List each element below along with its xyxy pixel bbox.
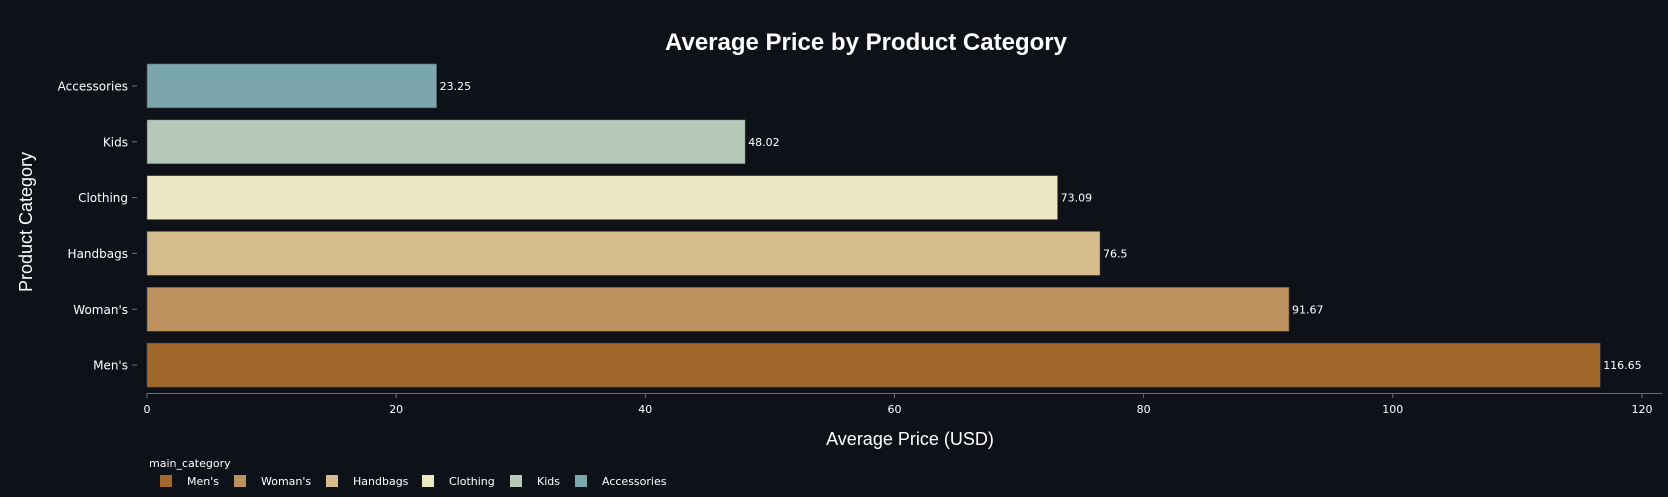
legend-label: Men's [187,475,219,488]
y-tick-label: Accessories [58,79,128,93]
x-axis-title: Average Price (USD) [826,429,994,449]
legend-label: Clothing [449,475,495,488]
bar [146,119,746,165]
legend-label: Handbags [353,475,409,488]
legend-label: Accessories [602,475,667,488]
legend-swatch [160,475,172,487]
y-tick-label: Clothing [78,191,128,205]
bar [146,342,1601,388]
data-label: 116.65 [1603,359,1642,372]
x-axis: 0 20 40 60 80 100 120 [144,393,1662,416]
data-label: 73.09 [1061,192,1093,205]
legend: main_category Men's Woman's Handbags Clothi… [149,457,667,488]
legend-label: Kids [537,475,560,488]
x-tick-label: 60 [888,403,902,416]
legend-swatch [510,475,522,487]
data-label: 91.67 [1292,303,1324,316]
x-tick-label: 40 [638,403,652,416]
y-tick-label: Kids [103,135,128,149]
bar [146,175,1058,220]
bars-layer: 23.25 48.02 73.09 76.5 91.67 116.65 [146,63,1642,388]
legend-swatch [575,475,587,487]
data-label: 23.25 [440,80,472,93]
x-tick-label: 80 [1137,403,1151,416]
x-tick-label: 120 [1632,403,1653,416]
legend-swatch [326,475,338,487]
bar [146,231,1101,276]
legend-swatch [422,475,434,487]
x-tick-label: 100 [1382,403,1403,416]
y-tick-label: Woman's [73,303,128,317]
y-axis-title: Product Category [16,152,36,292]
legend-title: main_category [149,457,231,470]
y-tick-label: Men's [93,359,128,373]
legend-label: Woman's [261,475,311,488]
x-tick-label: 0 [144,403,151,416]
chart-title: Average Price by Product Category [665,29,1068,56]
data-label: 76.5 [1103,247,1128,260]
bar [146,63,437,109]
data-label: 48.02 [748,136,780,149]
y-axis: Accessories Kids Clothing Handbags Woman's Me… [58,79,137,373]
bar [146,286,1290,332]
x-tick-label: 20 [389,403,403,416]
legend-swatch [234,475,246,487]
y-tick-label: Handbags [68,247,128,261]
